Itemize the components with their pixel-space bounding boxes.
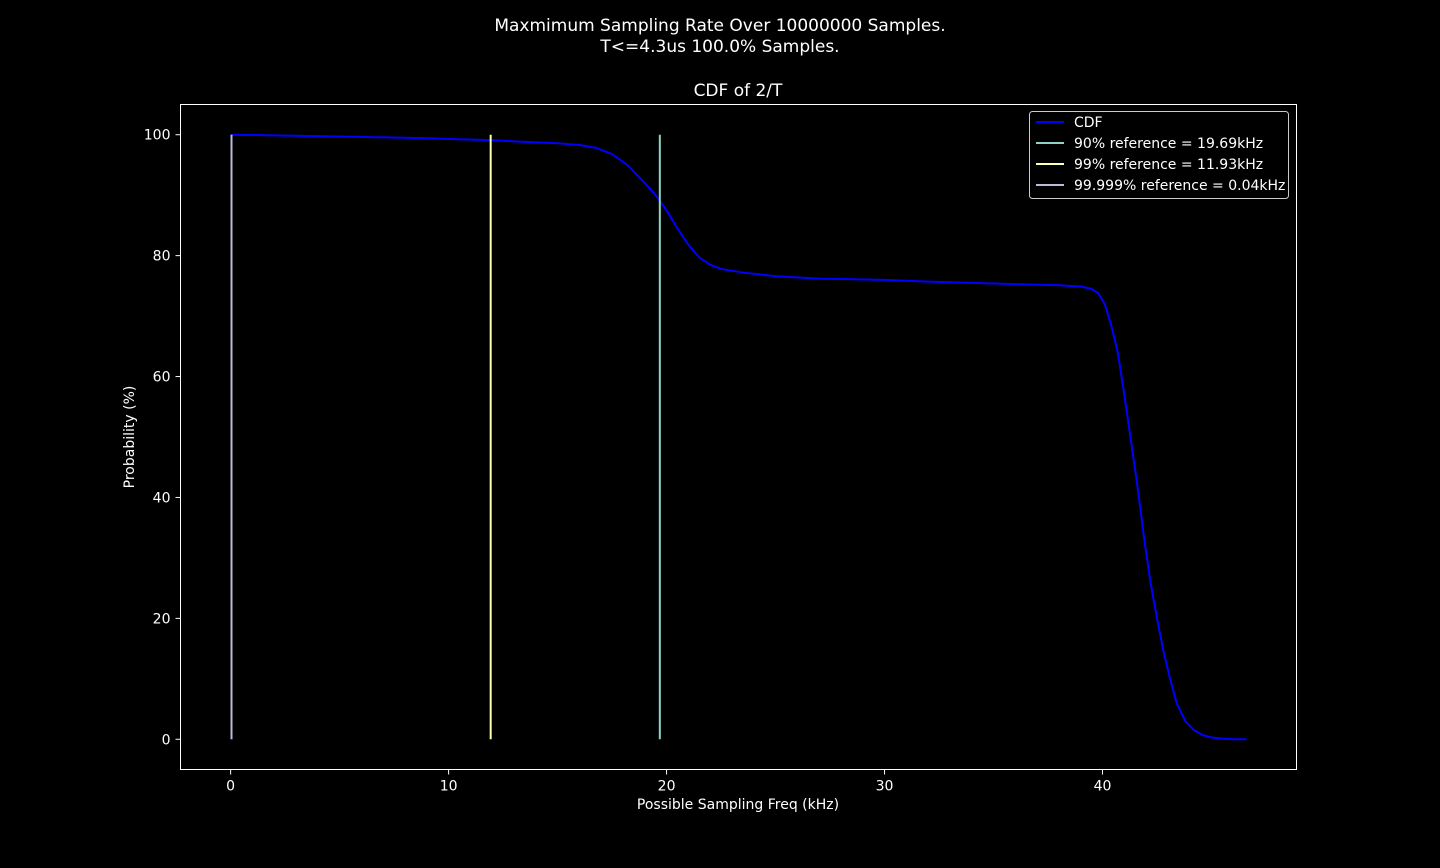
plot-area-frame [180,104,1297,770]
legend-label-ref99999: 99.999% reference = 0.04kHz [1074,178,1285,194]
legend-label-ref90: 90% reference = 19.69kHz [1074,136,1263,152]
y-axis: 0 20 40 60 80 100 [144,128,181,748]
y-tick-label: 80 [153,249,171,265]
x-tick-label: 30 [876,779,894,795]
y-tick-label: 20 [153,611,171,627]
x-axis: 0 10 20 30 40 [226,769,1112,795]
series-line-cdf [230,133,1247,741]
y-tick-label: 60 [153,370,171,386]
x-axis-label: Possible Sampling Freq (kHz) [637,797,839,813]
x-tick-label: 20 [658,779,676,795]
y-axis-label: Probability (%) [122,386,138,489]
figure-suptitle-line1: Maxmimum Sampling Rate Over 10000000 Sam… [494,16,945,36]
legend-label-cdf: CDF [1074,115,1103,131]
legend-box [1029,111,1289,199]
figure-suptitle-line2: T<=4.3us 100.0% Samples. [599,37,839,57]
x-tick-label: 0 [226,779,235,795]
series-layer [230,133,1247,741]
x-tick-label: 40 [1094,779,1112,795]
legend: CDF 90% reference = 19.69kHz 99% referen… [1029,111,1289,199]
y-tick-label: 100 [144,128,171,144]
y-tick-label: 40 [153,490,171,506]
x-tick-label: 10 [440,779,458,795]
chart-title: CDF of 2/T [694,81,783,101]
legend-label-ref99: 99% reference = 11.93kHz [1074,157,1263,173]
y-tick-label: 0 [162,732,171,748]
